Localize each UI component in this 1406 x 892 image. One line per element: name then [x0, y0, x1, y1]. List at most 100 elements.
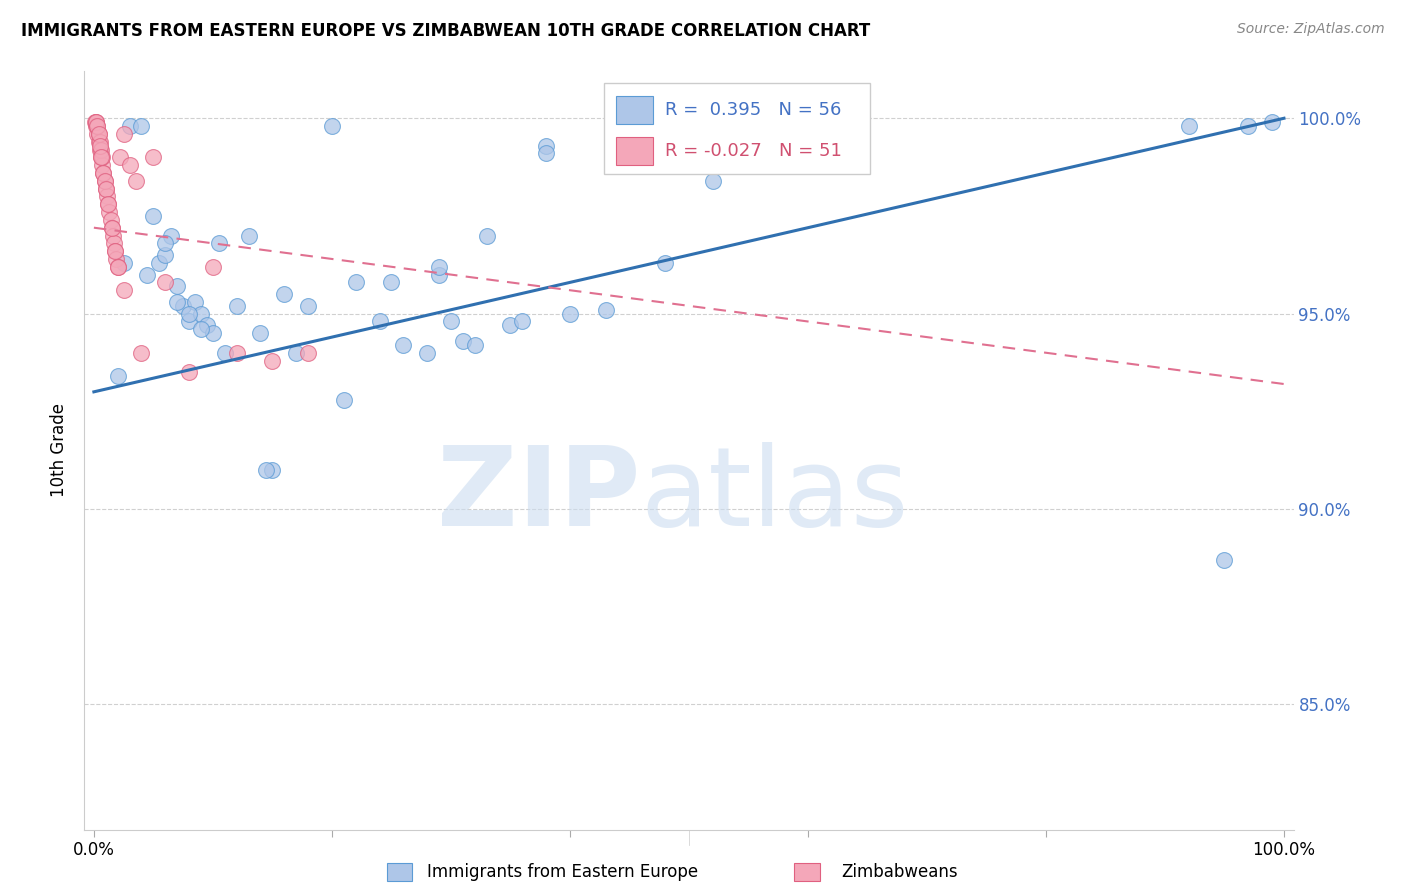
Point — [155, 248, 177, 262]
Text: Source: ZipAtlas.com: Source: ZipAtlas.com — [1237, 22, 1385, 37]
Point — [90, 150, 112, 164]
Point — [112, 283, 135, 297]
Point — [148, 256, 170, 270]
Point — [344, 276, 367, 290]
Point — [177, 365, 200, 379]
Point — [118, 158, 141, 172]
Point — [101, 228, 124, 243]
Point — [93, 174, 115, 188]
Point — [131, 119, 153, 133]
Point — [184, 295, 207, 310]
Point — [166, 279, 188, 293]
Point — [262, 463, 284, 477]
Point — [91, 158, 114, 172]
Point — [104, 244, 127, 259]
Point — [142, 209, 165, 223]
Point — [201, 326, 224, 341]
Point — [190, 322, 212, 336]
Point — [98, 205, 121, 219]
Point — [225, 299, 247, 313]
Point — [1213, 553, 1236, 567]
Point — [534, 138, 557, 153]
Point — [225, 345, 247, 359]
Point — [499, 318, 522, 333]
Text: R = -0.027   N = 51: R = -0.027 N = 51 — [665, 142, 842, 160]
Point — [1261, 115, 1284, 129]
Point — [214, 345, 236, 359]
Point — [1178, 119, 1201, 133]
Point — [297, 299, 319, 313]
Point — [190, 307, 212, 321]
Point — [93, 174, 115, 188]
Point — [112, 127, 135, 141]
Point — [510, 314, 533, 328]
Point — [654, 256, 676, 270]
Point — [104, 244, 127, 259]
Point — [90, 143, 112, 157]
Point — [380, 276, 402, 290]
Point — [177, 307, 200, 321]
Point — [475, 228, 498, 243]
Text: Immigrants from Eastern Europe: Immigrants from Eastern Europe — [427, 863, 697, 881]
Point — [427, 260, 450, 274]
Point — [262, 353, 284, 368]
Text: IMMIGRANTS FROM EASTERN EUROPE VS ZIMBABWEAN 10TH GRADE CORRELATION CHART: IMMIGRANTS FROM EASTERN EUROPE VS ZIMBAB… — [21, 22, 870, 40]
Text: R =  0.395   N = 56: R = 0.395 N = 56 — [665, 101, 841, 119]
Point — [93, 166, 115, 180]
Point — [195, 318, 218, 333]
Point — [702, 174, 724, 188]
Point — [97, 197, 120, 211]
Point — [89, 138, 111, 153]
Point — [249, 326, 271, 341]
Point — [201, 260, 224, 274]
Point — [124, 174, 146, 188]
Point — [333, 392, 356, 407]
Bar — [616, 96, 652, 124]
Point — [84, 115, 107, 129]
Point — [155, 236, 177, 251]
Point — [595, 302, 617, 317]
Text: atlas: atlas — [641, 442, 910, 549]
Point — [97, 197, 120, 211]
Point — [107, 260, 129, 274]
Point — [464, 338, 486, 352]
Point — [84, 115, 107, 129]
Point — [1237, 119, 1260, 133]
Point — [87, 127, 110, 141]
Bar — [605, 83, 870, 174]
Text: Zimbabweans: Zimbabweans — [842, 863, 957, 881]
Point — [112, 256, 135, 270]
Point — [256, 463, 278, 477]
Text: ZIP: ZIP — [437, 442, 641, 549]
Point — [91, 150, 114, 164]
Point — [105, 252, 128, 266]
Point — [100, 220, 122, 235]
Point — [208, 236, 231, 251]
Y-axis label: 10th Grade: 10th Grade — [51, 403, 69, 498]
Point — [392, 338, 415, 352]
Point — [86, 119, 108, 133]
Point — [160, 228, 183, 243]
Point — [118, 119, 141, 133]
Point — [131, 345, 153, 359]
Point — [368, 314, 391, 328]
Point — [108, 150, 131, 164]
Point — [285, 345, 308, 359]
Point — [89, 135, 111, 149]
Point — [155, 276, 177, 290]
Point — [96, 189, 118, 203]
Point — [94, 181, 117, 195]
Point — [451, 334, 474, 348]
Point — [90, 150, 112, 164]
Point — [534, 146, 557, 161]
Point — [89, 143, 111, 157]
Point — [107, 260, 129, 274]
Point — [136, 268, 159, 282]
Bar — [616, 137, 652, 165]
Point — [84, 115, 107, 129]
Point — [100, 212, 122, 227]
Point — [86, 119, 108, 133]
Point — [142, 150, 165, 164]
Point — [440, 314, 463, 328]
Point — [416, 345, 439, 359]
